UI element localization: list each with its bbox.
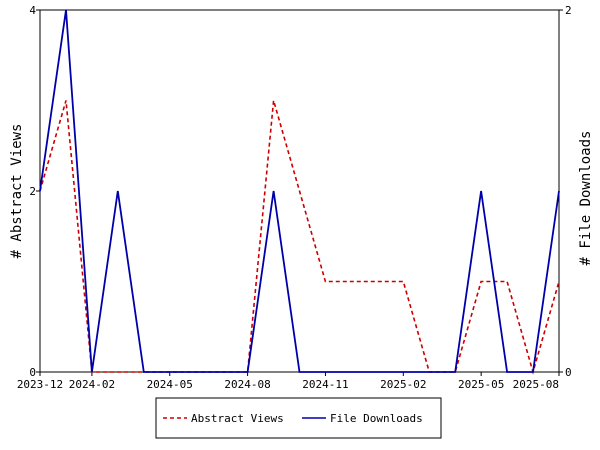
x-axis-ticks: 2023-12 2024-02 2024-05 2024-08 2024-11 2025-… (17, 372, 560, 391)
y-axis-right-title: # File Downloads (578, 131, 594, 266)
x-tick-label: 2024-02 (69, 378, 115, 391)
y-axis-left-title: # Abstract Views (9, 124, 25, 259)
x-tick-label: 2024-05 (147, 378, 193, 391)
legend-box (155, 397, 442, 439)
y-right-tick-label: 2 (565, 4, 572, 17)
y-left-tick-label: 4 (29, 4, 36, 17)
x-tick-label: 2024-08 (224, 378, 270, 391)
legend-label-file-downloads: File Downloads (330, 412, 423, 425)
x-tick-label: 2023-12 (17, 378, 63, 391)
legend: Abstract Views File Downloads (155, 397, 442, 439)
legend-label-abstract-views: Abstract Views (191, 412, 284, 425)
right-axis-ticks: 02 (559, 4, 572, 379)
x-tick-label: 2025-08 (513, 378, 559, 391)
x-tick-label: 2024-11 (302, 378, 348, 391)
y-right-tick-label: 0 (565, 366, 572, 379)
y-left-tick-label: 2 (29, 185, 36, 198)
series-line-file-downloads (39, 9, 560, 373)
series-line-abstract-views (39, 100, 560, 375)
x-tick-label: 2025-02 (380, 378, 426, 391)
y-left-tick-label: 0 (29, 366, 36, 379)
left-axis-ticks: 0 2 4 (29, 4, 40, 379)
x-tick-label: 2025-05 (458, 378, 504, 391)
series-layer (39, 9, 560, 375)
